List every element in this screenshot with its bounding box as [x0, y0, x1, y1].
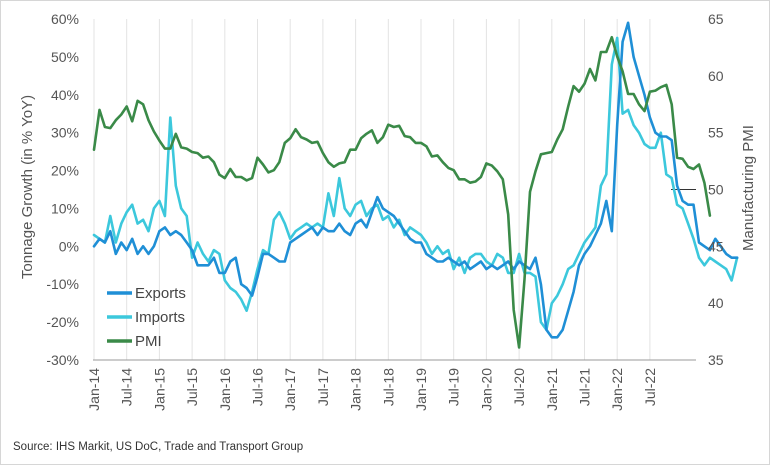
right-axis-ticks: 35 40 45 50 55 60 65	[708, 11, 724, 368]
y-left-tick-label: 10%	[51, 200, 79, 216]
x-tick-label: Jan-21	[544, 368, 560, 411]
x-tick-label: Jul-14	[119, 368, 135, 406]
y-left-tick-label: 50%	[51, 49, 79, 65]
y-left-tick-label: 60%	[51, 11, 79, 27]
legend-label-imports: Imports	[135, 309, 185, 326]
x-tick-label: Jan-15	[151, 368, 167, 411]
x-tick-label: Jul-20	[511, 368, 527, 406]
x-axis-ticks: Jan-14 Jul-14 Jan-15 Jul-15 Jan-16 Jul-16 Jan-…	[86, 368, 658, 411]
series-line-exports	[92, 21, 739, 339]
y-right-tick-label: 45	[708, 238, 724, 254]
x-tick-label: Jul-21	[577, 368, 593, 406]
x-tick-label: Jul-16	[250, 368, 266, 406]
left-axis-ticks: -30% -20% -10% 0% 10% 20% 30% 40% 50% 60%	[46, 11, 79, 368]
y-right-tick-label: 50	[708, 182, 724, 198]
x-tick-label: Jan-22	[609, 368, 625, 411]
y-left-tick-label: 0%	[59, 238, 79, 254]
y-left-tick-label: 40%	[51, 87, 79, 103]
x-tick-label: Jul-17	[315, 368, 331, 406]
series-line-pmi	[92, 35, 712, 349]
y-right-tick-label: 65	[708, 11, 724, 27]
x-tick-label: Jul-15	[184, 368, 200, 406]
legend-label-exports: Exports	[135, 285, 186, 302]
y-right-tick-label: 40	[708, 295, 724, 311]
series-line-imports	[92, 36, 739, 332]
x-tick-label: Jul-19	[446, 368, 462, 406]
x-tick-label: Jan-20	[478, 368, 494, 411]
y-right-tick-label: 55	[708, 125, 724, 141]
left-axis-title: Tonnage Growth (in % YoY)	[19, 95, 36, 279]
y-left-tick-label: -20%	[46, 314, 79, 330]
x-tick-label: Jul-22	[642, 368, 658, 406]
gridlines	[93, 19, 651, 360]
y-left-tick-label: 30%	[51, 125, 79, 141]
source-note: Source: IHS Markit, US DoC, Trade and Tr…	[13, 441, 303, 453]
y-left-tick-label: -30%	[46, 352, 79, 368]
legend-label-pmi: PMI	[135, 333, 162, 350]
y-right-tick-label: 60	[708, 68, 724, 84]
x-tick-label: Jan-18	[348, 368, 364, 411]
y-right-tick-label: 35	[708, 352, 724, 368]
x-tick-label: Jul-18	[380, 368, 396, 406]
x-tick-label: Jan-17	[282, 368, 298, 411]
x-tick-label: Jan-14	[86, 368, 102, 411]
x-tick-label: Jan-16	[217, 368, 233, 411]
y-left-tick-label: -10%	[46, 276, 79, 292]
legend: Exports Imports PMI	[107, 285, 186, 350]
x-tick-label: Jan-19	[413, 368, 429, 411]
series-lines	[92, 21, 739, 349]
right-axis-title: Manufacturing PMI	[740, 125, 757, 251]
y-left-tick-label: 20%	[51, 163, 79, 179]
